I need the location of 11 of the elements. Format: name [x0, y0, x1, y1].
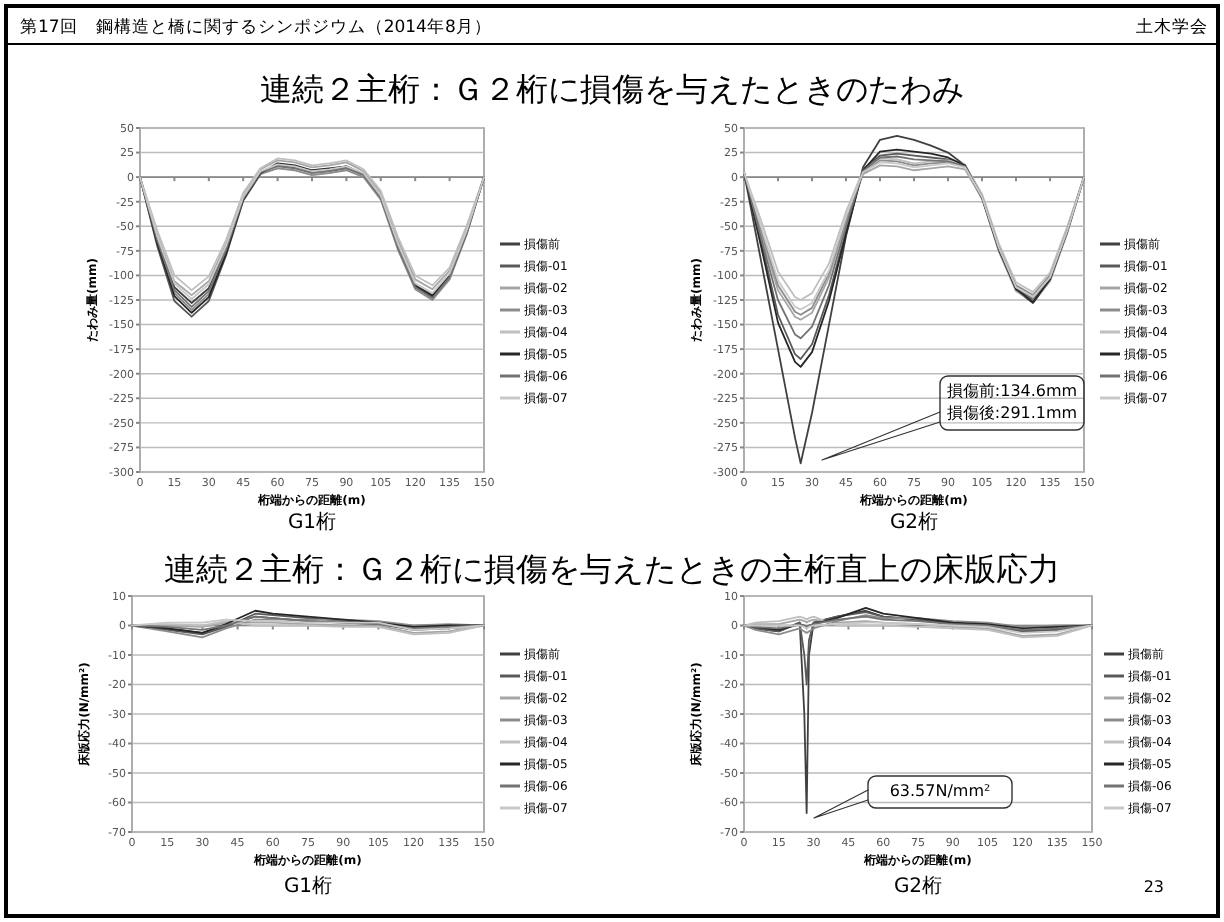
- text: G2桁: [889, 510, 939, 534]
- text: 連続２主桁：Ｇ２桁に損傷を与えたときの主桁直上の床版応力: [164, 550, 1060, 588]
- text: 土木学会: [1136, 16, 1208, 38]
- text: G1桁: [287, 510, 337, 534]
- text: 連続２主桁：Ｇ２桁に損傷を与えたときのたわみ: [260, 70, 964, 108]
- text: G2桁: [893, 874, 943, 898]
- annotation: 63.57N/mm²: [889, 782, 991, 800]
- annotation: 損傷前:134.6mm 損傷後:291.1mm: [946, 382, 1078, 422]
- text: G1桁: [283, 874, 333, 898]
- text: 23: [1143, 878, 1164, 896]
- text: 第17回 鋼構造と橋に関するシンポジウム（2014年8月）: [20, 16, 492, 38]
